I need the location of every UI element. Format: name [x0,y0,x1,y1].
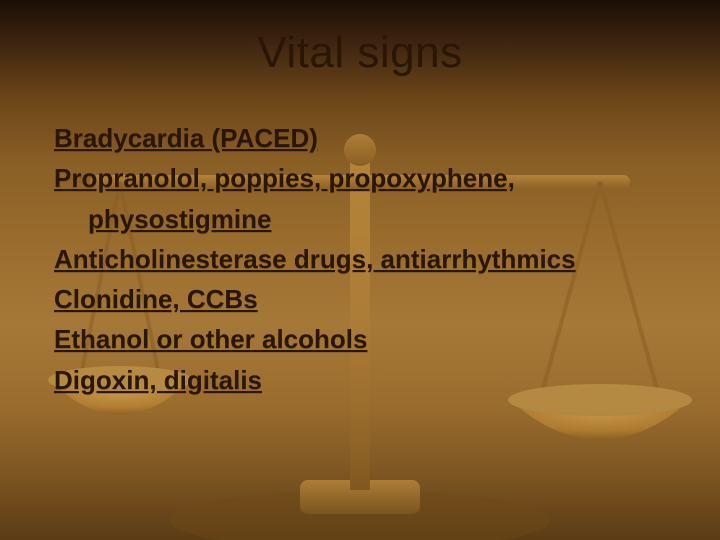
body-line: Digoxin, digitalis [54,360,684,400]
body-line: Clonidine, CCBs [54,279,684,319]
body-line: physostigmine [54,199,684,239]
body-line: Ethanol or other alcohols [54,319,684,359]
body-line: Propranolol, poppies, propoxyphene, [54,158,684,198]
body-line: Anticholinesterase drugs, antiarrhythmic… [54,239,684,279]
slide-content: Vital signs Bradycardia (PACED) Proprano… [0,0,720,400]
slide-title: Vital signs [36,28,684,78]
slide-body: Bradycardia (PACED) Propranolol, poppies… [36,118,684,400]
body-line: Bradycardia (PACED) [54,118,684,158]
